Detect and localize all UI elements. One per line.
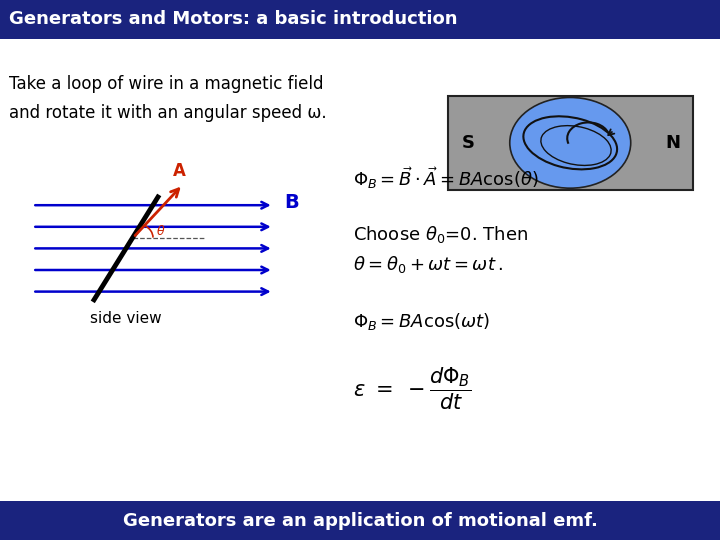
Text: $\varepsilon \ = \ -\dfrac{d\Phi_B}{dt}$: $\varepsilon \ = \ -\dfrac{d\Phi_B}{dt}$ [353, 366, 472, 412]
Text: $\theta$: $\theta$ [156, 224, 166, 238]
Bar [0, 0, 720, 39]
Text: Take a loop of wire in a magnetic field: Take a loop of wire in a magnetic field [9, 75, 323, 93]
Text: $\Phi_B = \vec{B}\cdot\vec{A} = BA\cos\!\left(\theta\right)$: $\Phi_B = \vec{B}\cdot\vec{A} = BA\cos\!… [353, 165, 539, 191]
Text: B: B [284, 193, 299, 212]
Bar [448, 96, 693, 190]
Text: Choose $\theta_0$=0. Then: Choose $\theta_0$=0. Then [353, 225, 528, 245]
Text: and rotate it with an angular speed ω.: and rotate it with an angular speed ω. [9, 104, 326, 123]
Text: $\theta = \theta_0 + \omega t = \omega t\,.$: $\theta = \theta_0 + \omega t = \omega t… [353, 254, 503, 275]
Text: S: S [462, 134, 474, 152]
Text: A: A [173, 162, 186, 180]
Text: N: N [665, 134, 680, 152]
Text: Generators are an application of motional emf.: Generators are an application of motiona… [122, 511, 598, 530]
Text: side view: side view [90, 311, 162, 326]
Circle shape [510, 97, 631, 188]
Text: $\Phi_B = BA\cos\!\left(\omega t\right)$: $\Phi_B = BA\cos\!\left(\omega t\right)$ [353, 311, 490, 332]
Text: Generators and Motors: a basic introduction: Generators and Motors: a basic introduct… [9, 10, 457, 29]
Bar [0, 501, 720, 540]
